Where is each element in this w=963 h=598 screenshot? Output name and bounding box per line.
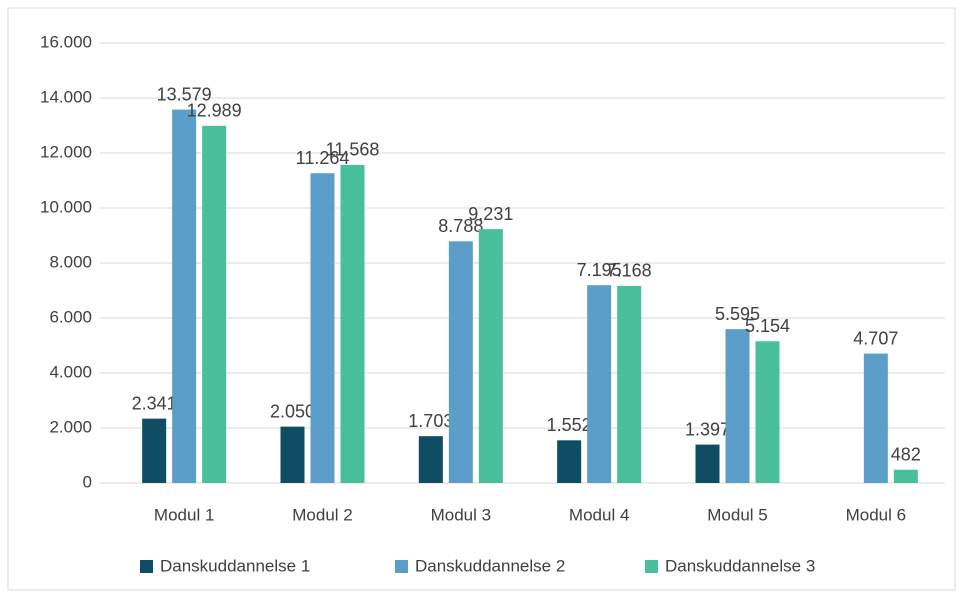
x-tick-label: Modul 4 (569, 505, 629, 524)
value-label: 11.568 (326, 140, 380, 160)
x-tick-label: Modul 2 (292, 505, 352, 524)
bar (172, 109, 197, 483)
legend-label: Danskuddannelse 1 (160, 556, 310, 575)
y-tick-label: 4.000 (49, 362, 92, 381)
x-tick-label: Modul 3 (431, 505, 491, 524)
bar (478, 229, 503, 483)
bar (310, 173, 335, 484)
x-tick-label: Modul 1 (154, 505, 214, 524)
value-label: 1.703 (408, 411, 453, 431)
value-label: 4.707 (853, 328, 898, 348)
x-tick-label: Modul 5 (707, 505, 767, 524)
value-label: 5.154 (745, 316, 790, 336)
bar (202, 125, 227, 484)
y-tick-label: 14.000 (40, 87, 92, 106)
y-tick-label: 12.000 (40, 142, 92, 161)
y-tick-label: 8.000 (49, 252, 92, 271)
y-tick-label: 6.000 (49, 307, 92, 326)
value-label: 9.231 (468, 204, 513, 224)
bar (725, 329, 750, 483)
value-label: 11.264 (296, 148, 350, 168)
bar (587, 285, 612, 483)
value-label: 12.989 (187, 101, 242, 121)
bar (755, 341, 780, 483)
legend-label: Danskuddannelse 3 (665, 556, 815, 575)
legend-swatch (395, 560, 408, 573)
value-label: 7.195 (577, 260, 622, 280)
y-tick-label: 16.000 (40, 32, 92, 51)
legend-swatch (645, 560, 658, 573)
x-tick-label: Modul 6 (846, 505, 906, 524)
value-label: 2.341 (132, 393, 177, 413)
value-label: 2.050 (270, 401, 315, 421)
legend-swatch (140, 560, 153, 573)
bar (418, 436, 443, 483)
value-label: 482 (891, 444, 921, 464)
y-tick-label: 2.000 (49, 417, 92, 436)
bar (340, 164, 365, 483)
bar (695, 444, 720, 483)
value-label: 1.397 (685, 419, 730, 439)
bar (448, 241, 473, 483)
value-label: 8.788 (438, 216, 483, 236)
bar (617, 285, 642, 483)
bar (863, 353, 888, 483)
value-label: 13.579 (157, 84, 212, 104)
y-tick-label: 10.000 (40, 197, 92, 216)
bar (557, 440, 582, 483)
value-label: 1.552 (547, 415, 592, 435)
value-label: 7.168 (607, 261, 652, 281)
bar (280, 426, 305, 483)
bar (893, 469, 918, 483)
y-tick-label: 0 (83, 472, 92, 491)
value-label: 5.595 (715, 304, 760, 324)
legend-label: Danskuddannelse 2 (415, 556, 565, 575)
bar (142, 418, 167, 483)
